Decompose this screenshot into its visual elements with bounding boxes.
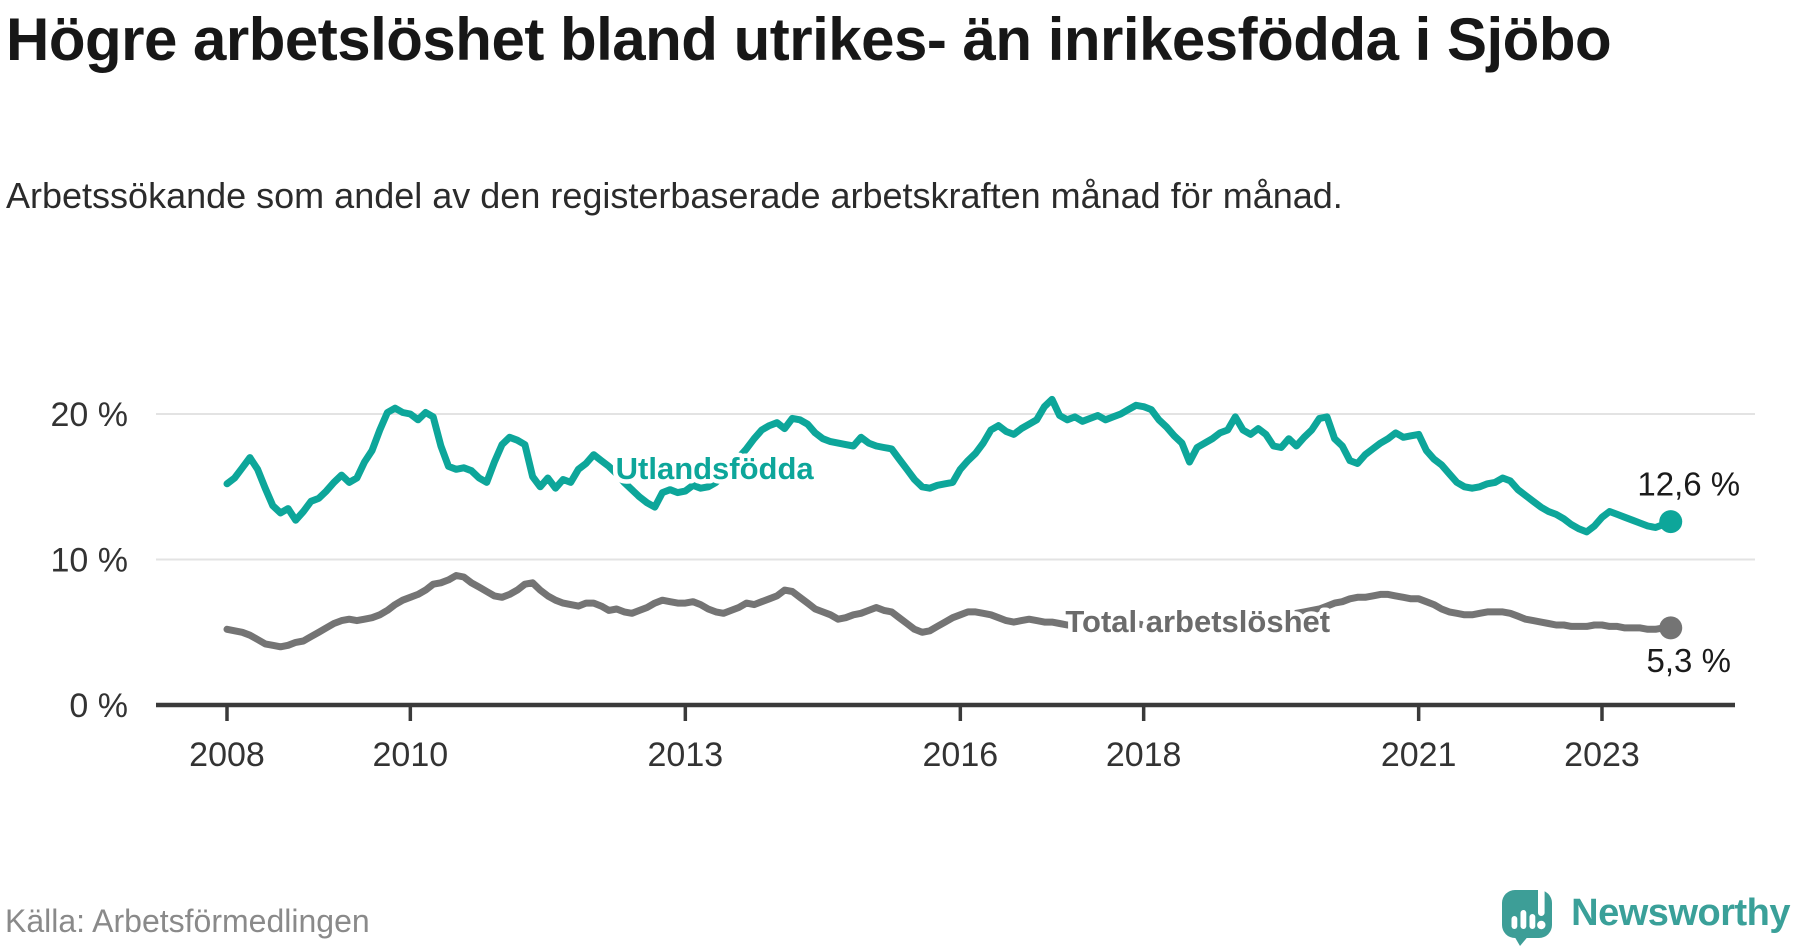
y-tick-label: 0 % — [69, 687, 128, 725]
newsworthy-branding: Newsworthy — [1501, 880, 1790, 946]
y-tick-label: 10 % — [51, 542, 129, 580]
x-tick-label: 2021 — [1381, 736, 1457, 774]
series-end-dot — [1659, 616, 1683, 640]
series-line-utlandsfodda — [223, 395, 1675, 536]
chart-subtitle: Arbetssökande som andel av den registerb… — [6, 175, 1343, 216]
page-title: Högre arbetslöshet bland utrikes- än inr… — [6, 6, 1612, 73]
x-tick-label: 2023 — [1564, 736, 1640, 774]
y-tick-label: 20 % — [51, 396, 129, 434]
newsworthy-wordmark: Newsworthy — [1571, 891, 1790, 934]
end-value-label: 12,6 % — [1637, 466, 1740, 503]
x-tick-label: 2010 — [373, 736, 449, 774]
series-end-dot — [1659, 510, 1683, 534]
source-note: Källa: Arbetsförmedlingen — [5, 903, 370, 939]
end-value-label: 5,3 % — [1647, 642, 1731, 679]
series-label-utlandsfodda: Utlandsfödda — [616, 451, 815, 486]
newsworthy-logo-icon — [1502, 882, 1553, 946]
x-tick-label: 2013 — [648, 736, 724, 774]
x-tick-label: 2016 — [923, 736, 999, 774]
x-tick-label: 2008 — [189, 736, 265, 774]
x-tick-label: 2018 — [1106, 736, 1182, 774]
series-line-total — [223, 572, 1675, 651]
series-label-total: Total arbetslöshet — [1065, 604, 1330, 639]
